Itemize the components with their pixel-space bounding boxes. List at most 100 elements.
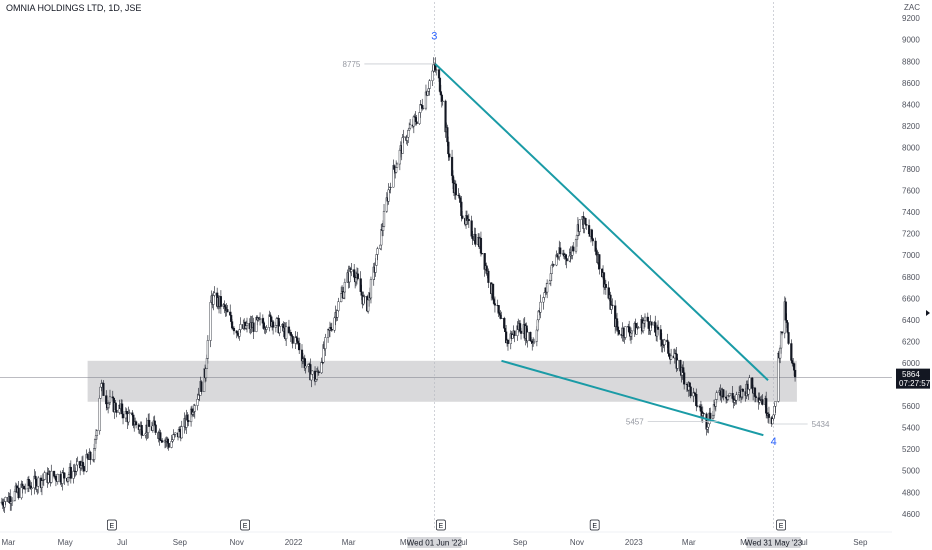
candle [735,391,738,405]
candle-body [252,322,255,332]
candle-body [748,377,751,390]
candle-body [542,297,545,303]
price-tick-label: 8600 [902,79,920,88]
candle-body [239,324,242,330]
candle [650,321,653,329]
candle-body [167,443,170,448]
candle [367,299,370,314]
candle [559,241,562,257]
candle [56,473,59,485]
price-axis[interactable]: ZAC4600480050005200540056005800600062006… [896,3,931,519]
candle [709,407,712,421]
candle-body [269,314,272,317]
upper-trendline [434,63,769,381]
candle-body [568,255,571,262]
candle-body [206,340,209,359]
candle [689,386,692,399]
earnings-marker: E [776,519,786,531]
candle-body [630,330,634,334]
candle [30,482,33,496]
candle [324,333,327,357]
candle-body [415,121,418,124]
candle [774,401,777,413]
candle [180,420,183,439]
candle-body [492,299,496,304]
candle [728,392,731,397]
price-tick-label: 8200 [902,122,920,131]
date-marker: Wed 01 Jun '22 [407,537,462,548]
time-tick-label: Mar [682,538,696,547]
candle-body [125,411,128,415]
candle-body [209,302,212,341]
candle [509,330,512,350]
candle-body [131,412,134,416]
candle-body [310,374,313,381]
time-tick-label: Sep [853,538,868,547]
candle-body [422,107,425,109]
candle-body [650,321,653,326]
candle-body [223,304,226,308]
candle-body [369,279,373,299]
candle-body [676,359,679,369]
candle [578,219,581,236]
price-tick-label: 8800 [902,57,920,66]
candle-body [471,236,474,240]
price-tick-label: 9000 [902,36,920,45]
lower-trendline [501,359,764,437]
earnings-label: E [439,523,444,530]
candle [369,276,373,304]
price-axis-unit: ZAC [904,3,920,12]
candle [474,227,477,247]
candle-body [98,398,101,432]
candle-body [212,295,215,305]
time-tick-label: Ma [400,538,412,547]
candle-body [682,367,685,373]
trendlines-layer[interactable] [434,63,769,437]
candle [317,369,320,376]
candle-body [380,229,383,246]
candle-body [336,310,339,318]
candle-body [154,424,157,433]
candle-body [296,337,299,342]
time-axis[interactable]: Mar May Jul Sep Nov 2022 Mar Ma Jul Sep Nov 2023 Mar… [0,519,892,548]
candle-body [381,226,385,231]
last-price-value: 5864 [902,370,920,379]
candle-body [487,270,490,283]
candle-body [698,405,702,408]
candle-body [128,412,131,414]
candle-body [114,402,117,411]
candle [485,262,488,276]
candle-body [412,116,415,127]
candle [245,317,249,333]
candle [761,394,764,406]
candle [163,438,167,449]
candle-body [171,439,174,442]
candle [167,438,170,451]
date-marker-bg [746,537,801,548]
candle-body [402,136,405,138]
candle-body [226,309,229,313]
candle-body [40,480,44,488]
candle-body [360,291,363,296]
candle [701,406,704,423]
candle-body [329,327,332,330]
candle-body [66,477,70,482]
candle [76,456,79,472]
candle-body [779,331,783,349]
candle-body [622,327,625,337]
candle-body [153,420,156,426]
candle [643,313,647,328]
candle [676,357,679,371]
candle-body [479,237,483,254]
candle [611,298,614,309]
candle-body [304,365,307,369]
candle-body [174,432,177,435]
candle-body [504,328,507,333]
candle [172,429,175,442]
candle-body [172,434,175,441]
candle [85,449,88,473]
candle [604,279,607,295]
candle [546,279,549,299]
candle [751,377,754,390]
